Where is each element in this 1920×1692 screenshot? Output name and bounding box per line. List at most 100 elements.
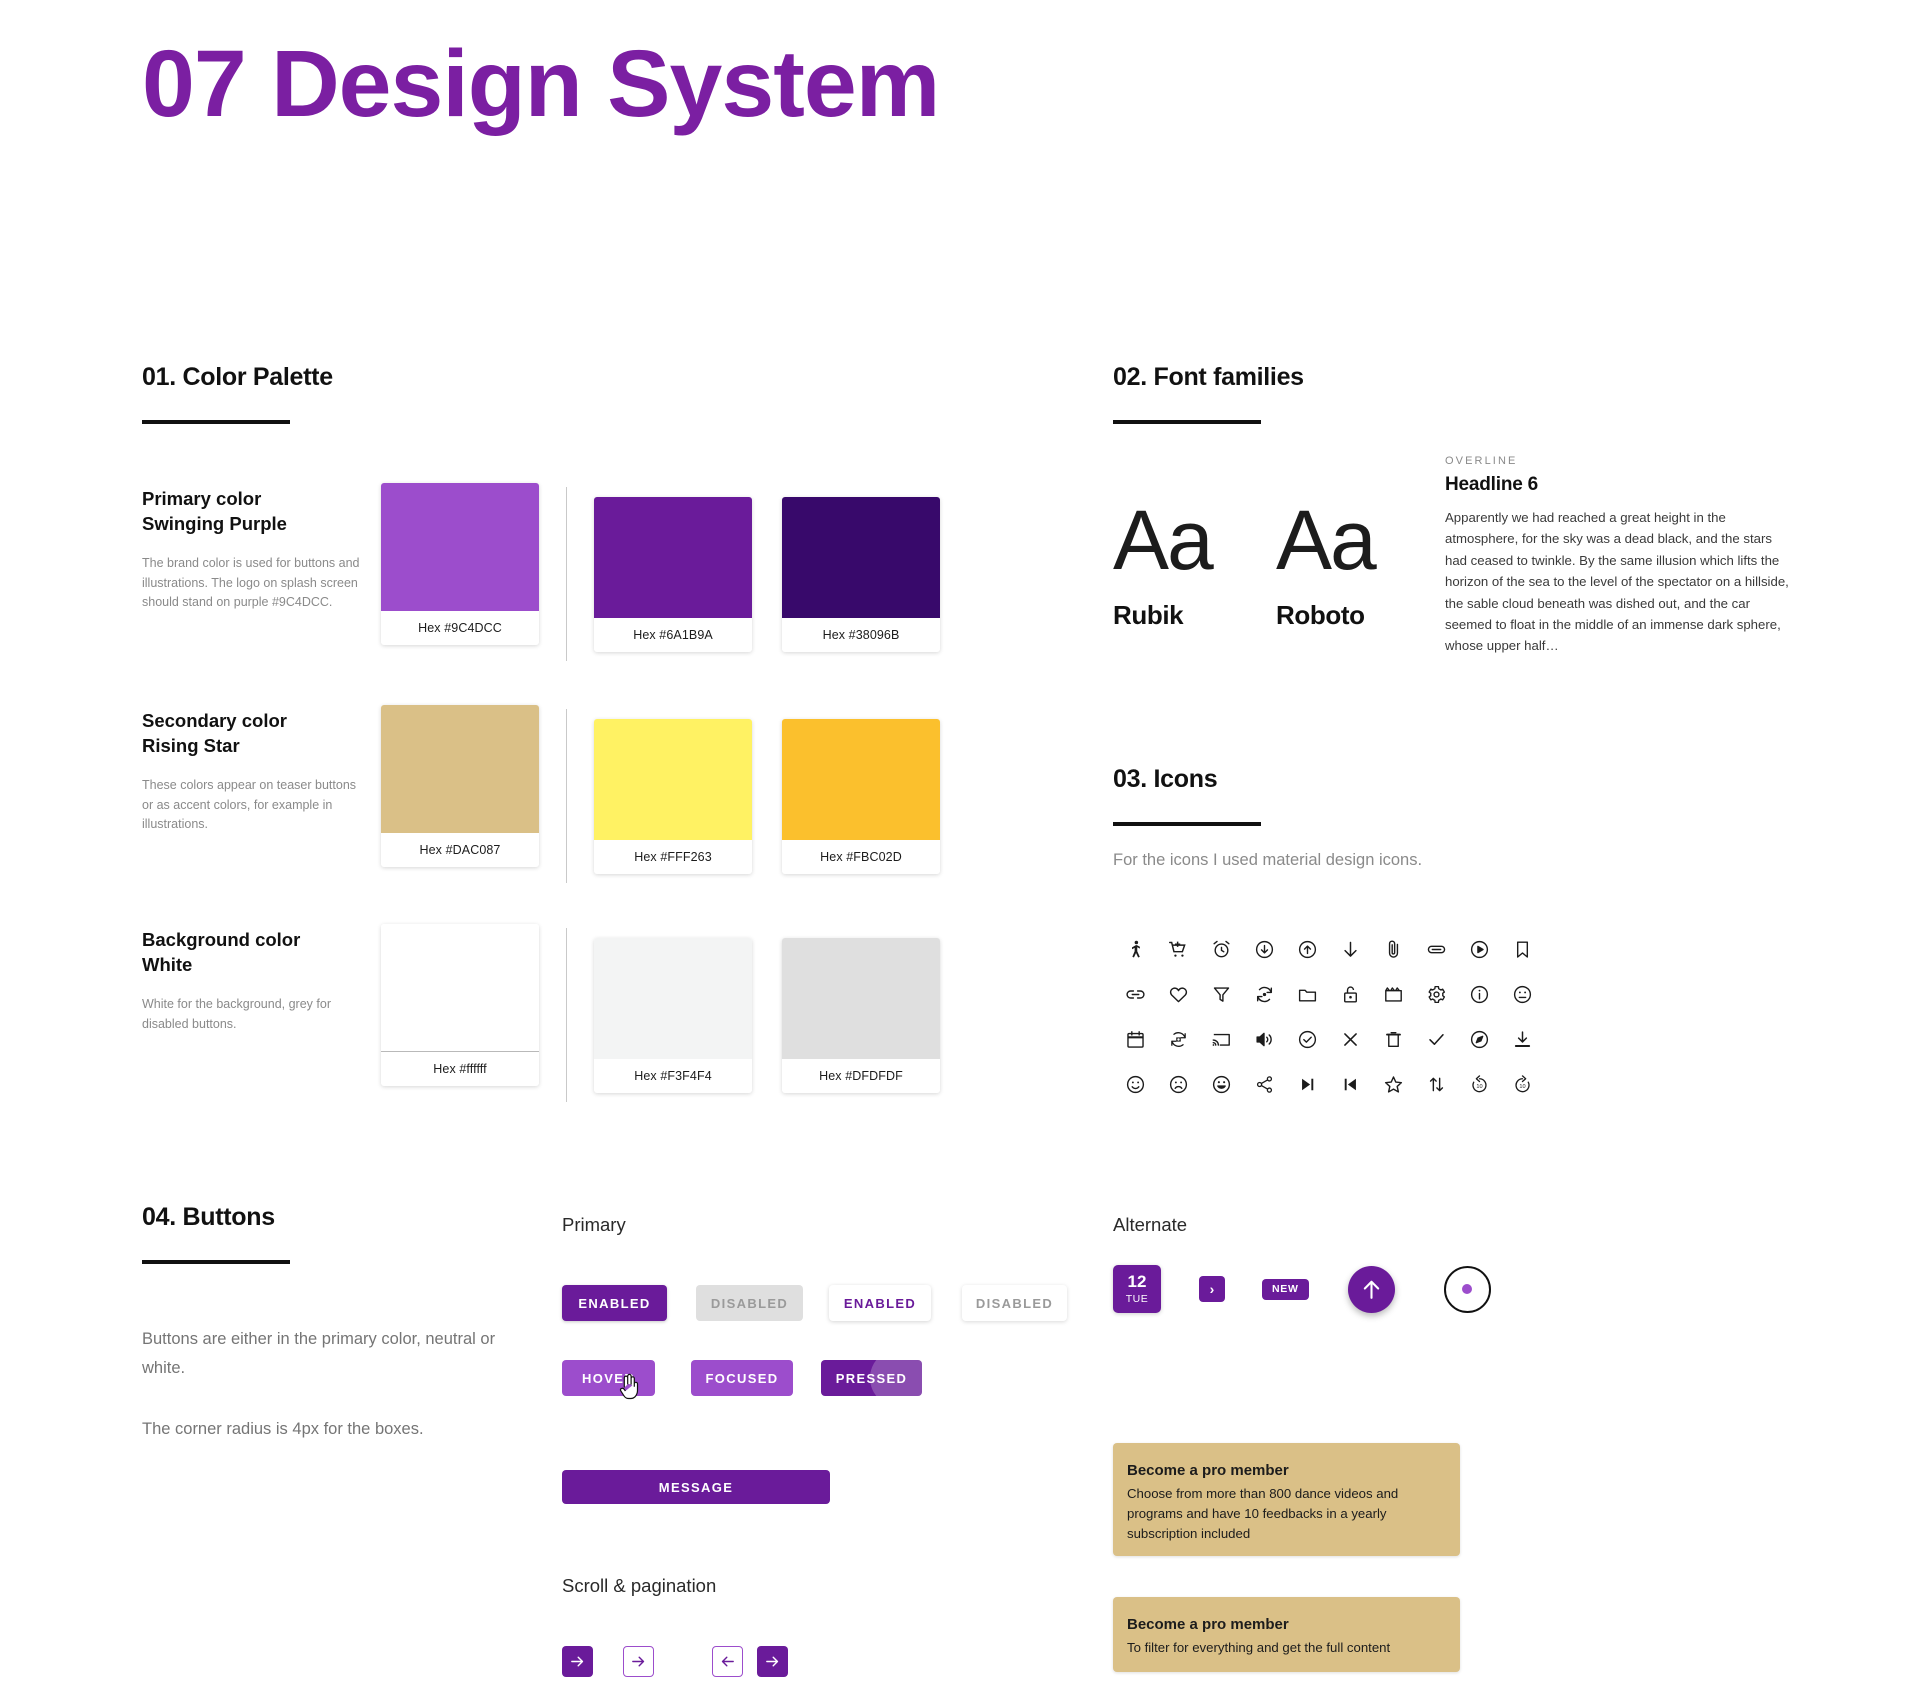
arrow-circle-down-icon[interactable]	[1243, 927, 1286, 972]
swatch-card[interactable]: Hex #FBC02D	[782, 719, 940, 874]
radio-selected-button[interactable]	[1443, 1265, 1491, 1313]
swatch-color	[381, 924, 539, 1052]
swatch-card[interactable]: Hex #FFF263	[594, 719, 752, 874]
mood-icon[interactable]	[1200, 1062, 1243, 1107]
button-enabled-filled[interactable]: ENABLED	[562, 1285, 667, 1321]
calendar-today-icon[interactable]	[1114, 1017, 1157, 1062]
volume-up-icon[interactable]	[1243, 1017, 1286, 1062]
page-next-filled-button[interactable]	[757, 1646, 788, 1677]
delete-outline-icon[interactable]	[1372, 1017, 1415, 1062]
swatch-color	[782, 938, 940, 1059]
swatch-card[interactable]: Hex #38096B	[782, 497, 940, 652]
swatch-hex-label: Hex #DFDFDF	[819, 1069, 903, 1083]
sentiment-satisfied-icon[interactable]	[1114, 1062, 1157, 1107]
icons-description: For the icons I used material design ico…	[1113, 851, 1423, 869]
primary-buttons-row-1: ENABLED DISABLED ENABLED DISABLED	[562, 1285, 1067, 1321]
swatch-hex-label: Hex #ffffff	[433, 1062, 487, 1076]
attachment-icon[interactable]	[1415, 927, 1458, 972]
camera-rotate-icon[interactable]	[1157, 1017, 1200, 1062]
section-heading-icons: 03. Icons	[1113, 765, 1218, 793]
button-pressed[interactable]: PRESSED	[821, 1360, 922, 1396]
swatch-hex-label: Hex #FBC02D	[820, 850, 902, 864]
page-prev-outline-button[interactable]	[712, 1646, 743, 1677]
arrow-upward-fab-button[interactable]	[1347, 1265, 1395, 1313]
replay-10-icon[interactable]: 10	[1458, 1062, 1501, 1107]
swatch-card[interactable]: Hex #F3F4F4	[594, 938, 752, 1093]
pagination-title-wrap: Scroll & pagination	[562, 1575, 716, 1597]
date-chip[interactable]: 12 TUE	[1113, 1265, 1161, 1313]
alternate-title-wrap: Alternate	[1113, 1214, 1187, 1236]
attach-file-icon[interactable]	[1372, 927, 1415, 972]
check-icon[interactable]	[1415, 1017, 1458, 1062]
swap-vert-icon[interactable]	[1415, 1062, 1458, 1107]
link-icon[interactable]	[1114, 972, 1157, 1017]
button-disabled-white[interactable]: DISABLED	[962, 1285, 1067, 1321]
section-rule	[1113, 420, 1261, 424]
download-icon[interactable]	[1501, 1017, 1544, 1062]
section-rule	[1113, 822, 1261, 826]
button-enabled-outline[interactable]: ENABLED	[829, 1285, 931, 1321]
palette-label-desc: The brand color is used for buttons and …	[142, 555, 360, 610]
movie-icon[interactable]	[1372, 972, 1415, 1017]
primary-buttons-row-2: HOVER FOCUSED PRESSED	[562, 1360, 922, 1396]
swatch-color	[381, 705, 539, 833]
info-outline-icon[interactable]	[1458, 972, 1501, 1017]
scroll-next-outline-button[interactable]	[623, 1646, 654, 1677]
star-border-icon[interactable]	[1372, 1062, 1415, 1107]
palette-row-secondary: Secondary color Rising Star These colors…	[142, 709, 360, 835]
swatch-card[interactable]: Hex #DFDFDF	[782, 938, 940, 1093]
favorite-border-icon[interactable]	[1157, 972, 1200, 1017]
button-disabled-grey[interactable]: DISABLED	[696, 1285, 803, 1321]
message-button[interactable]: MESSAGE	[562, 1470, 830, 1504]
accessibility-icon[interactable]	[1114, 927, 1157, 972]
arrow-downward-icon[interactable]	[1329, 927, 1372, 972]
primary-group-title-wrap: Primary	[562, 1214, 626, 1236]
check-circle-outline-icon[interactable]	[1286, 1017, 1329, 1062]
pagination-controls	[562, 1646, 788, 1677]
swatch-card[interactable]: Hex #9C4DCC	[381, 483, 539, 645]
pro-member-card[interactable]: Become a pro member Choose from more tha…	[1113, 1443, 1460, 1556]
button-focused[interactable]: FOCUSED	[691, 1360, 793, 1396]
skip-previous-icon[interactable]	[1329, 1062, 1372, 1107]
scroll-next-filled-button[interactable]	[562, 1646, 593, 1677]
arrow-circle-up-icon[interactable]	[1286, 927, 1329, 972]
play-circle-outline-icon[interactable]	[1458, 927, 1501, 972]
cached-icon[interactable]	[1243, 972, 1286, 1017]
section-heading-font-families: 02. Font families	[1113, 363, 1304, 391]
forward-10-icon[interactable]: 10	[1501, 1062, 1544, 1107]
skip-next-icon[interactable]	[1286, 1062, 1329, 1107]
close-icon[interactable]	[1329, 1017, 1372, 1062]
swatch-card[interactable]: Hex #DAC087	[381, 705, 539, 867]
add-shopping-cart-icon[interactable]	[1157, 927, 1200, 972]
swatch-color	[594, 719, 752, 840]
alarm-icon[interactable]	[1200, 927, 1243, 972]
button-hover[interactable]: HOVER	[562, 1360, 655, 1396]
swatch-hex-label: Hex #FFF263	[634, 850, 712, 864]
settings-icon[interactable]	[1415, 972, 1458, 1017]
section-rule	[142, 1260, 290, 1264]
section-buttons-header: 04. Buttons	[142, 1203, 290, 1264]
hand-cursor-icon	[618, 1373, 640, 1401]
lock-open-icon[interactable]	[1329, 972, 1372, 1017]
date-chip-dow: TUE	[1125, 1292, 1149, 1305]
cast-icon[interactable]	[1200, 1017, 1243, 1062]
sentiment-neutral-icon[interactable]	[1501, 972, 1544, 1017]
bookmark-border-icon[interactable]	[1501, 927, 1544, 972]
swatch-group-background: Hex #ffffff Hex #F3F4F4 Hex #DFDFDF	[381, 924, 940, 1102]
explore-icon[interactable]	[1458, 1017, 1501, 1062]
font-sample-glyphs: Aa	[1113, 493, 1214, 587]
palette-row-background: Background color White White for the bac…	[142, 928, 360, 1034]
filter-alt-icon[interactable]	[1200, 972, 1243, 1017]
share-icon[interactable]	[1243, 1062, 1286, 1107]
swatch-card[interactable]: Hex #6A1B9A	[594, 497, 752, 652]
pro-member-card[interactable]: Become a pro member To filter for everyt…	[1113, 1597, 1460, 1672]
swatch-card[interactable]: Hex #ffffff	[381, 924, 539, 1086]
chevron-right-button[interactable]: ›	[1199, 1276, 1225, 1302]
icons-description-wrap: For the icons I used material design ico…	[1113, 851, 1422, 870]
new-badge: NEW	[1262, 1278, 1309, 1300]
folder-outline-icon[interactable]	[1286, 972, 1329, 1017]
swatch-divider	[566, 928, 567, 1102]
type-scale-example: OVERLINE Headline 6 Apparently we had re…	[1445, 455, 1795, 657]
palette-label-desc: White for the background, grey for disab…	[142, 996, 331, 1031]
sentiment-dissatisfied-icon[interactable]	[1157, 1062, 1200, 1107]
